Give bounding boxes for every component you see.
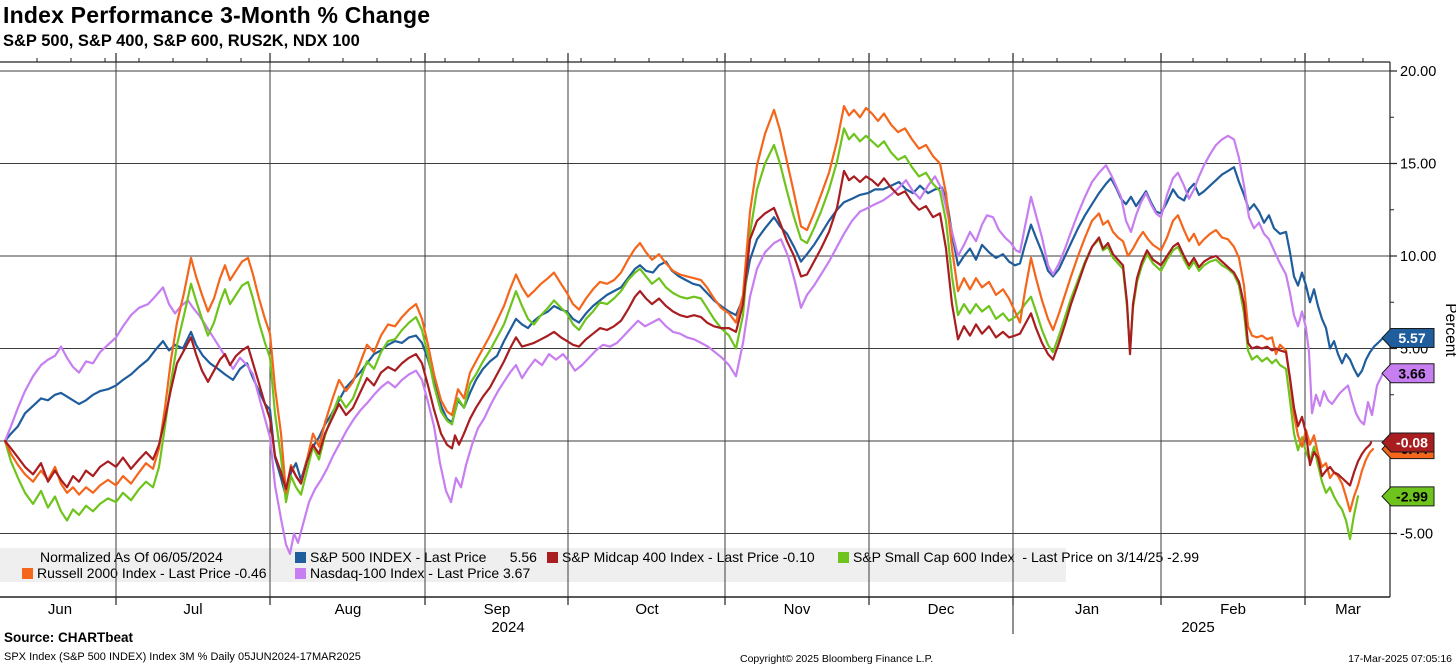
x-tick-label: Sep xyxy=(484,601,511,618)
legend-swatch xyxy=(547,551,558,563)
last-price-badge-s-p-midcap-400-index xyxy=(1381,432,1435,453)
x-tick-label: Aug xyxy=(335,601,362,618)
y-tick-label: 10.00 xyxy=(1400,249,1436,265)
legend-item-nasdaq-100-index: Nasdaq-100 Index - Last Price 3.67 xyxy=(295,565,530,581)
footer-detail: SPX Index (S&P 500 INDEX) Index 3M % Dai… xyxy=(4,651,361,663)
legend-item-s-p-small-cap-600-index: S&P Small Cap 600 Index - Last Price on … xyxy=(838,549,1199,565)
y-tick-label: -5.00 xyxy=(1400,527,1433,543)
y-tick-label: 20.00 xyxy=(1400,64,1436,80)
x-tick-label: Jun xyxy=(48,601,72,618)
series-line-s-p-midcap-400-index xyxy=(3,169,1373,491)
last-price-badge-label: -2.99 xyxy=(1396,488,1428,504)
legend-label: Nasdaq-100 Index - Last Price 3.67 xyxy=(310,565,531,581)
legend-label: Normalized As Of 06/05/2024 xyxy=(40,549,223,565)
x-tick-label: Jul xyxy=(183,601,202,618)
legend-label: Russell 2000 Index - Last Price -0.46 xyxy=(37,565,267,581)
last-price-badge-label: 5.57 xyxy=(1398,330,1425,346)
legend-item-s-p-500-index: S&P 500 INDEX - Last Price 5.56 xyxy=(295,549,537,565)
last-price-badge-s-p-500-index xyxy=(1381,327,1435,348)
x-tick-label: Nov xyxy=(784,601,811,618)
x-tick-label: Mar xyxy=(1335,601,1361,618)
y-axis-title: Percent xyxy=(1442,303,1456,357)
legend-normalized-note: Normalized As Of 06/05/2024 xyxy=(40,549,223,565)
x-tick-label: Oct xyxy=(635,601,659,618)
legend-label: S&P 500 INDEX - Last Price 5.56 xyxy=(310,549,537,565)
legend-swatch xyxy=(838,551,849,563)
last-price-badge-s-p-small-cap-600-index xyxy=(1381,486,1435,507)
year-label: 2025 xyxy=(1181,619,1214,636)
series-line-russell-2000-index xyxy=(3,104,1375,513)
page-subtitle: S&P 500, S&P 400, S&P 600, RUS2K, NDX 10… xyxy=(3,32,360,50)
legend-item-s-p-midcap-400-index: S&P Midcap 400 Index - Last Price -0.10 xyxy=(547,549,815,565)
x-tick-label: Dec xyxy=(928,601,955,618)
y-tick-label: 15.00 xyxy=(1400,157,1436,173)
last-price-badge-label: 3.66 xyxy=(1398,365,1425,381)
footer-source: Source: CHARTbeat xyxy=(4,630,134,645)
footer-copyright: Copyright© 2025 Bloomberg Finance L.P. xyxy=(740,653,934,665)
x-tick-label: Jan xyxy=(1075,601,1099,618)
legend-label: S&P Midcap 400 Index - Last Price -0.10 xyxy=(562,549,815,565)
year-label: 2024 xyxy=(491,619,524,636)
legend-swatch xyxy=(295,567,306,579)
last-price-badge-nasdaq-100-index xyxy=(1381,363,1435,384)
legend: Normalized As Of 06/05/2024 S&P 500 INDEX… xyxy=(0,548,1199,582)
x-tick-label: Feb xyxy=(1220,601,1246,618)
series-line-nasdaq-100-index xyxy=(3,134,1385,556)
legend-label: S&P Small Cap 600 Index - Last Price on … xyxy=(853,549,1200,565)
legend-item-russell-2000-index: Russell 2000 Index - Last Price -0.46 xyxy=(22,565,267,581)
legend-swatch xyxy=(295,551,306,563)
series-line-s-p-small-cap-600-index xyxy=(3,127,1360,541)
legend-swatch xyxy=(22,567,33,579)
footer-timestamp: 17-Mar-2025 07:05:16 xyxy=(1348,653,1452,665)
page-title: Index Performance 3-Month % Change xyxy=(3,2,431,28)
last-price-badge-label: -0.08 xyxy=(1396,434,1428,450)
